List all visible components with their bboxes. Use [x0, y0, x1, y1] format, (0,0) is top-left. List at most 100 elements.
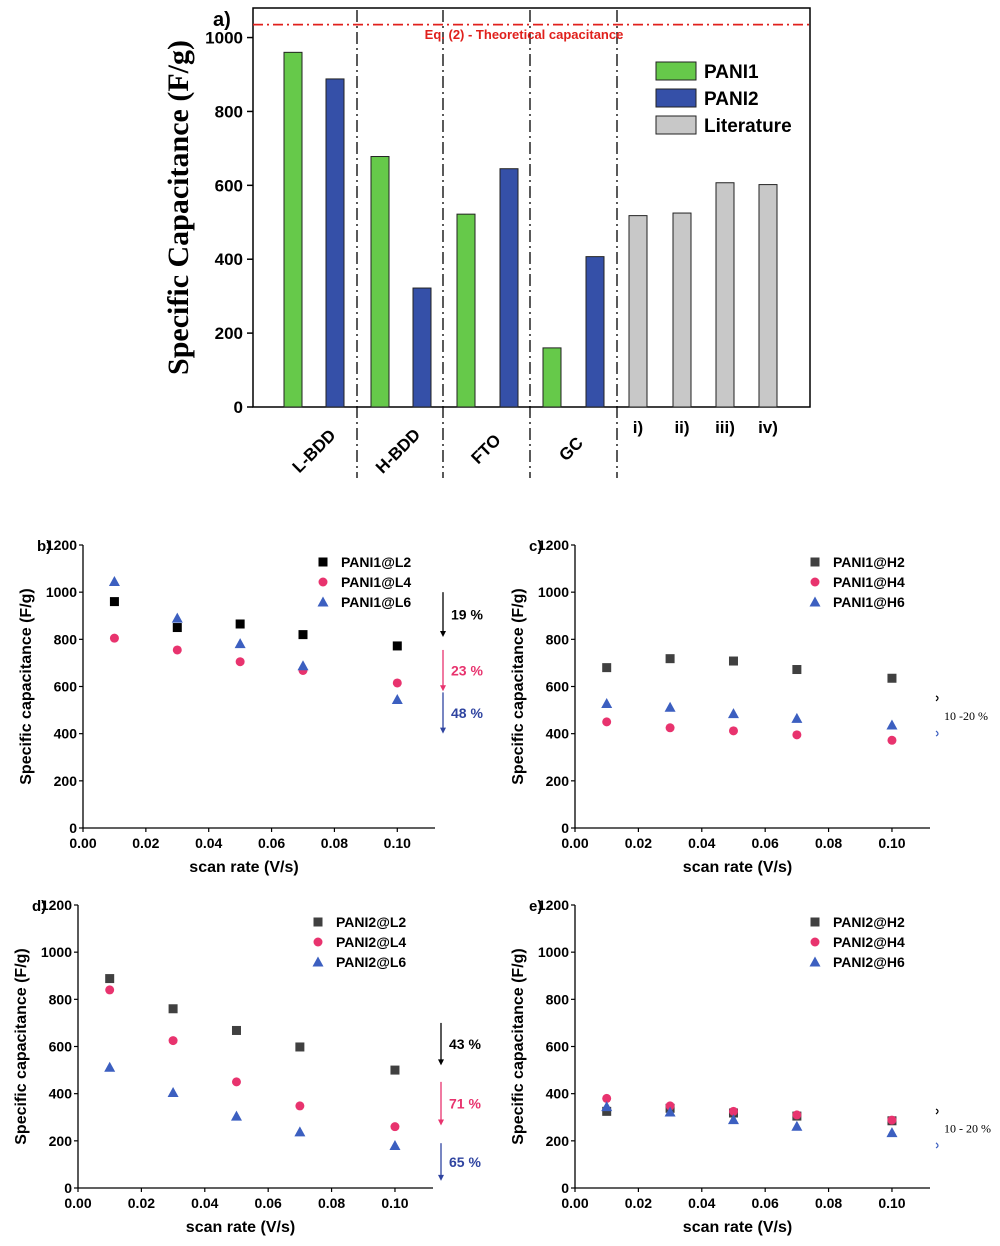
- point-pani2-h6: [664, 1106, 676, 1117]
- panel-a-bar-chart: a) 0 200 400 600 800 1000 Specific Capacitance …: [162, 7, 811, 478]
- x-tick-label: 0.04: [688, 835, 715, 851]
- panel-label: d): [32, 898, 46, 915]
- point-pani1-h2: [792, 665, 802, 675]
- point-pani2-h6: [886, 1127, 898, 1138]
- legend-marker-pani1-l2: [318, 557, 328, 567]
- category-label: iii): [715, 418, 735, 437]
- point-pani2-h4: [792, 1110, 802, 1120]
- bar-literature-iv: [758, 184, 778, 408]
- legend-label-pani2-l4: PANI2@L4: [336, 934, 406, 950]
- legend-label-pani1-l4: PANI1@L4: [341, 574, 411, 590]
- x-tick-label: 0.00: [69, 835, 96, 851]
- y-tick-label: 1200: [41, 897, 72, 913]
- legend-label-pani1-h2: PANI1@H2: [833, 554, 905, 570]
- point-pani1-l2: [298, 630, 308, 640]
- y-axis-label: Specific capacitance (F/g): [18, 588, 35, 785]
- legend-marker-pani2-l6: [312, 956, 324, 967]
- point-pani1-l2: [235, 619, 245, 629]
- range-annotation: 10 - 20 %: [944, 1121, 991, 1135]
- point-pani2-l2: [390, 1065, 400, 1075]
- point-pani2-l4: [105, 985, 115, 995]
- y-tick-label: 600: [546, 1039, 570, 1055]
- y-tick-label: 1200: [538, 537, 569, 553]
- point-pani2-h6: [791, 1120, 803, 1131]
- x-axis-label: scan rate (V/s): [189, 859, 298, 876]
- x-tick-label: 0.04: [191, 1195, 218, 1211]
- x-tick-label: 0.04: [688, 1195, 715, 1211]
- range-bracket-bottom: [935, 730, 939, 737]
- x-tick-label: 0.04: [195, 835, 222, 851]
- point-pani1-l6: [234, 638, 246, 649]
- x-tick-label: 0.08: [318, 1195, 345, 1211]
- point-pani2-l6: [294, 1126, 306, 1137]
- y-tick-label: 800: [215, 102, 243, 121]
- decrease-percentage: 19 %: [451, 607, 483, 623]
- decrease-percentage: 65 %: [449, 1154, 481, 1170]
- point-pani1-h6: [886, 719, 898, 730]
- category-label: ii): [674, 418, 689, 437]
- bar-pani2-lbdd: [325, 78, 345, 408]
- point-pani2-h4: [728, 1106, 738, 1116]
- point-pani2-l4: [168, 1036, 178, 1046]
- legend-label-pani1-l6: PANI1@L6: [341, 594, 411, 610]
- legend-marker-pani2-l2: [313, 917, 323, 927]
- point-pani2-l6: [389, 1140, 401, 1151]
- point-pani2-h4: [887, 1115, 897, 1125]
- decrease-percentage: 48 %: [451, 705, 483, 721]
- point-pani1-l6: [171, 612, 183, 623]
- x-tick-label: 0.10: [878, 1195, 905, 1211]
- x-tick-label: 0.02: [625, 835, 652, 851]
- y-tick-label: 200: [215, 324, 243, 343]
- x-tick-label: 0.10: [381, 1195, 408, 1211]
- y-axis-label: Specific capacitance (F/g): [510, 588, 527, 785]
- y-tick-label: 600: [546, 679, 570, 695]
- legend-label-pani1-l2: PANI1@L2: [341, 554, 411, 570]
- point-pani1-h4: [602, 717, 612, 727]
- legend-marker-pani1-l4: [318, 577, 328, 587]
- bar-literature-i: [628, 215, 648, 408]
- panel-d-scatter-chart: d) 0 200 400 600 800 1000 1200 0.00 0.02 0.04 0.06 0…: [13, 897, 481, 1236]
- legend-marker-pani2-h4: [810, 937, 820, 947]
- point-pani2-h6: [601, 1101, 613, 1112]
- bar-literature-ii: [672, 212, 692, 408]
- legend-label-pani2: PANI2: [704, 89, 759, 110]
- decrease-arrow-head: [438, 1119, 444, 1126]
- y-tick-label: 1000: [538, 584, 569, 600]
- bar-pani2-hbdd: [412, 287, 432, 408]
- point-pani2-l4: [231, 1077, 241, 1087]
- legend-label-pani1-h6: PANI1@H6: [833, 594, 905, 610]
- point-pani2-l2: [231, 1025, 241, 1035]
- range-bracket-bottom: [935, 1142, 939, 1149]
- point-pani1-h2: [887, 673, 897, 683]
- point-pani1-l4: [109, 633, 119, 643]
- x-tick-label: 0.00: [561, 1195, 588, 1211]
- point-pani2-l6: [230, 1110, 242, 1121]
- point-pani2-h6: [727, 1114, 739, 1125]
- point-pani2-h4: [602, 1093, 612, 1103]
- y-tick-label: 1000: [46, 584, 77, 600]
- bar-literature-iii: [715, 182, 735, 408]
- decrease-percentage: 71 %: [449, 1096, 481, 1112]
- point-pani2-h4: [665, 1101, 675, 1111]
- decrease-arrow-head: [440, 630, 446, 637]
- legend-marker-pani2-h2: [810, 917, 820, 927]
- x-axis-label: scan rate (V/s): [683, 859, 792, 876]
- y-tick-label: 0: [561, 1180, 569, 1196]
- x-tick-label: 0.06: [255, 1195, 282, 1211]
- x-tick-label: 0.10: [878, 835, 905, 851]
- category-label: FTO: [467, 430, 504, 467]
- range-bracket-top: [935, 1108, 939, 1115]
- y-tick-label: 600: [49, 1039, 73, 1055]
- point-pani1-l6: [297, 660, 309, 671]
- x-tick-label: 0.00: [64, 1195, 91, 1211]
- point-pani2-l2: [168, 1004, 178, 1014]
- legend-label-pani2-h6: PANI2@H6: [833, 954, 905, 970]
- y-axis-label: Specific Capacitance (F/g): [162, 40, 195, 375]
- bar-pani1-lbdd: [283, 51, 303, 408]
- y-tick-label: 400: [546, 1086, 570, 1102]
- y-tick-label: 200: [49, 1133, 73, 1149]
- x-axis-label: scan rate (V/s): [683, 1219, 792, 1236]
- legend-label-pani2-l2: PANI2@L2: [336, 914, 406, 930]
- x-tick-label: 0.02: [128, 1195, 155, 1211]
